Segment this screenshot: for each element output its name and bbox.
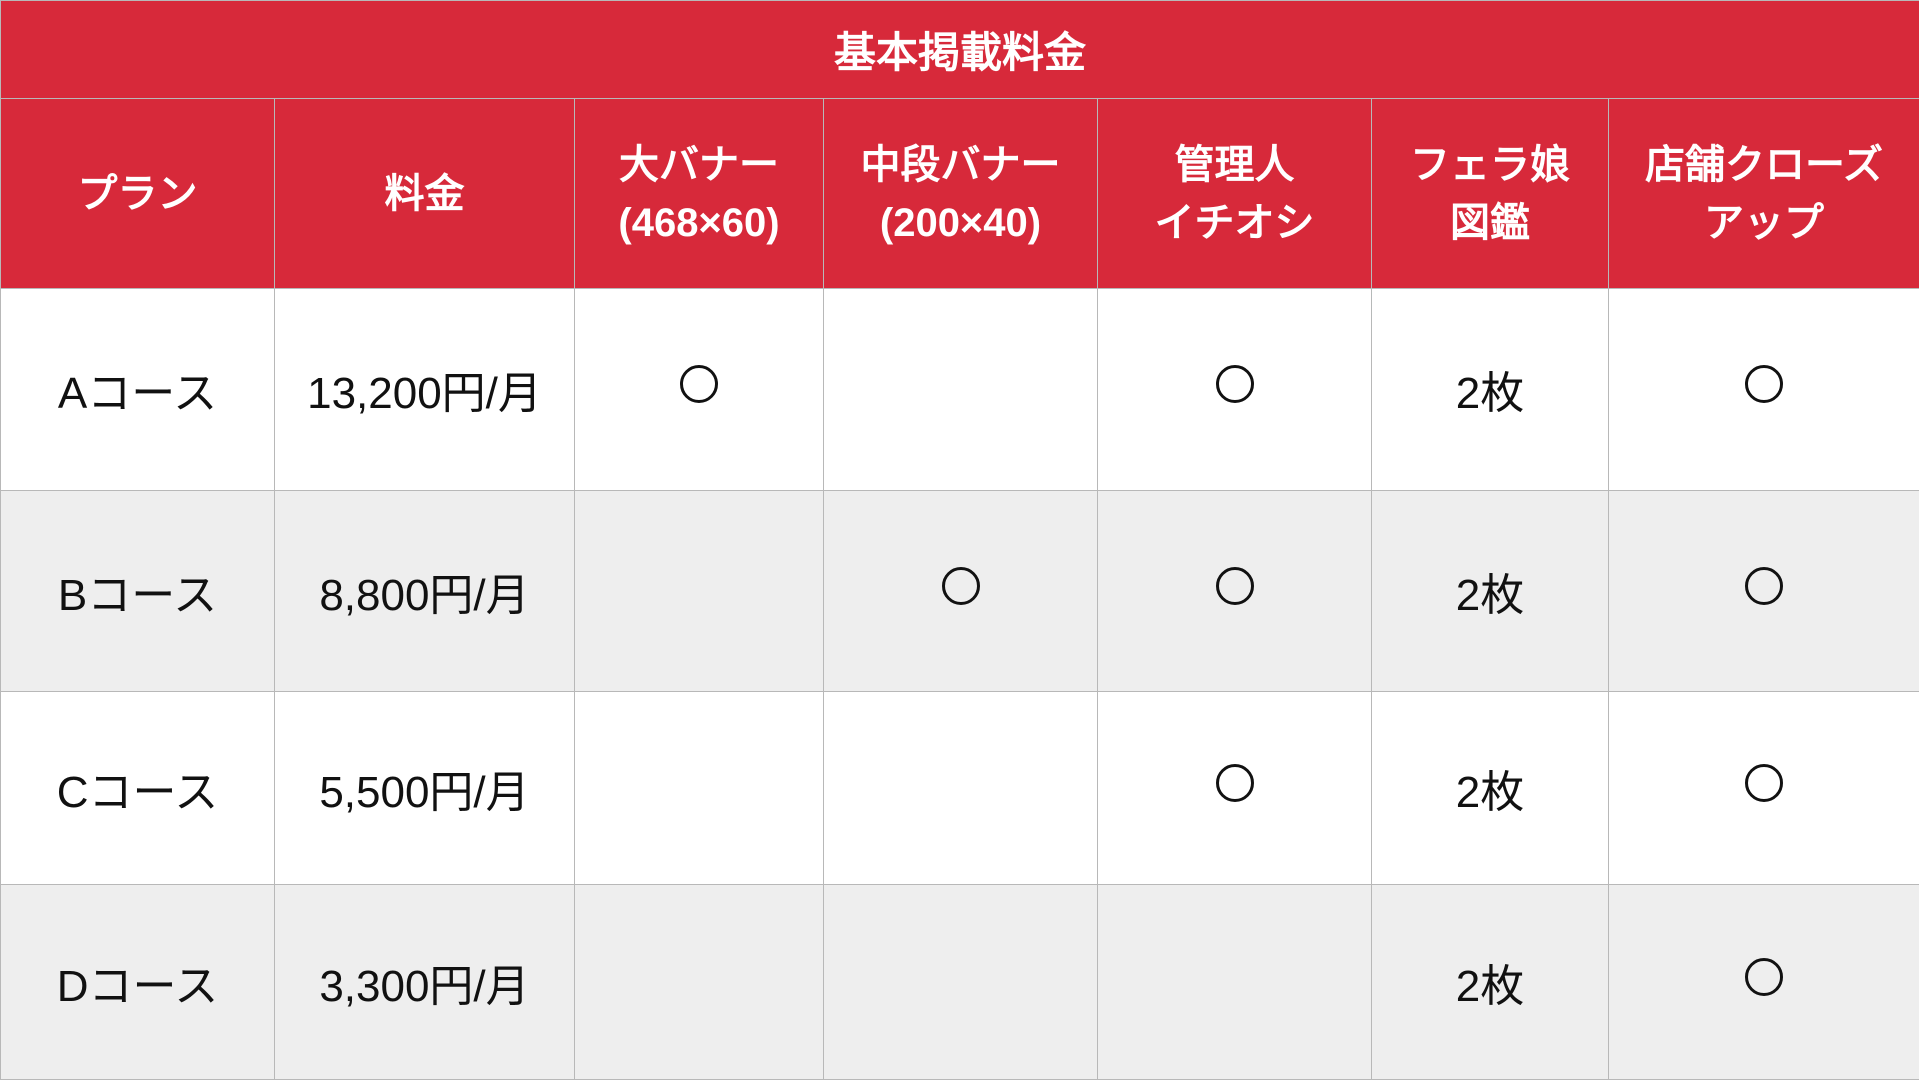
circle-mark-icon [680, 365, 718, 404]
circle-mark-icon [941, 566, 980, 605]
column-header: 管理人 イチオシ [1097, 98, 1372, 289]
cell-plan: Bコース [0, 489, 275, 692]
table-row: Dコース 3,300円/月 2枚 [0, 884, 1919, 1080]
cell-large-banner [574, 288, 824, 491]
cell-pick [1097, 884, 1372, 1080]
cell-plan: Aコース [0, 288, 275, 491]
cell-closeup [1607, 690, 1919, 886]
column-header-line2: 図鑑 [1450, 200, 1530, 245]
cell-price: 8,800円/月 [274, 489, 575, 692]
column-header: フェラ娘 図鑑 [1371, 98, 1609, 289]
cell-mid-banner [823, 288, 1098, 491]
column-header: 大バナー (468×60) [574, 98, 824, 289]
cell-large-banner [574, 884, 824, 1080]
header-row: プラン 料金 大バナー (468×60) 中段バナー (200×40) 管理人 イチオシ フェラ… [0, 98, 1919, 289]
table-row: Bコース 8,800円/月 2枚 [0, 489, 1919, 692]
cell-plan: Dコース [0, 884, 275, 1080]
cell-closeup [1607, 489, 1919, 692]
cell-mid-banner [823, 690, 1098, 886]
column-header-line1: プラン [77, 171, 198, 216]
table-row: Aコース 13,200円/月 2枚 [0, 288, 1919, 491]
cell-mid-banner [823, 489, 1098, 692]
circle-mark-icon [1745, 365, 1784, 404]
cell-plan: Cコース [0, 690, 275, 886]
circle-mark-icon [1745, 958, 1784, 997]
column-header: 店舗クローズ アップ [1607, 98, 1919, 289]
cell-price: 5,500円/月 [274, 690, 575, 886]
cell-zukan: 2枚 [1371, 288, 1609, 491]
cell-pick [1097, 690, 1372, 886]
column-header: 料金 [274, 98, 575, 289]
column-header-line2: (200×40) [879, 200, 1042, 245]
cell-mid-banner [823, 884, 1098, 1080]
cell-closeup [1607, 884, 1919, 1080]
column-header-line1: フェラ娘 [1410, 142, 1570, 187]
cell-closeup [1607, 288, 1919, 491]
circle-mark-icon [1215, 365, 1254, 404]
table-row: Cコース 5,500円/月 2枚 [0, 690, 1919, 886]
column-header: プラン [0, 98, 275, 289]
cell-large-banner [574, 489, 824, 692]
column-header-line1: 中段バナー [860, 142, 1061, 187]
circle-mark-icon [1215, 764, 1254, 803]
column-header: 中段バナー (200×40) [823, 98, 1098, 289]
circle-mark-icon [1745, 764, 1784, 803]
cell-zukan: 2枚 [1371, 489, 1609, 692]
cell-pick [1097, 489, 1372, 692]
column-header-line1: 管理人 [1174, 142, 1295, 187]
column-header-line2: イチオシ [1154, 200, 1315, 245]
circle-mark-icon [1745, 566, 1784, 605]
cell-zukan: 2枚 [1371, 884, 1609, 1080]
table-title: 基本掲載料金 [0, 0, 1919, 99]
column-header-line2: アップ [1704, 200, 1825, 245]
cell-price: 3,300円/月 [274, 884, 575, 1080]
column-header-line1: 店舗クローズ [1645, 142, 1884, 187]
cell-price: 13,200円/月 [274, 288, 575, 491]
cell-pick [1097, 288, 1372, 491]
column-header-line2: (468×60) [618, 200, 780, 245]
column-header-line1: 大バナー [619, 142, 779, 187]
circle-mark-icon [1215, 566, 1254, 605]
cell-large-banner [574, 690, 824, 886]
column-header-line1: 料金 [384, 171, 465, 216]
cell-zukan: 2枚 [1371, 690, 1609, 886]
